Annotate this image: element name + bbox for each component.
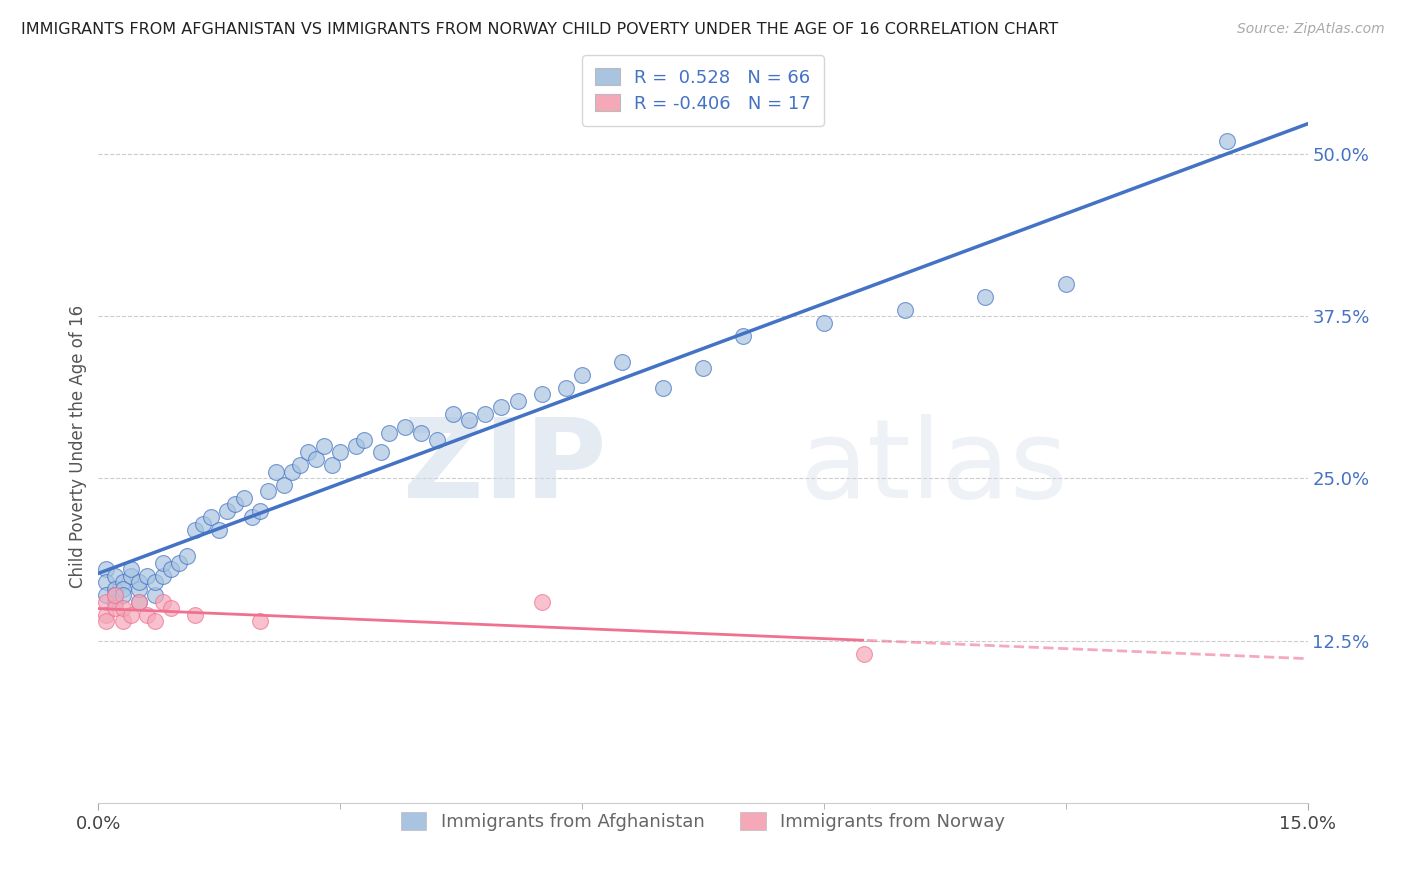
Point bbox=[143, 588, 166, 602]
Point bbox=[530, 387, 553, 401]
Point bbox=[893, 302, 915, 317]
Point bbox=[111, 614, 134, 628]
Point bbox=[651, 381, 673, 395]
Point bbox=[176, 549, 198, 564]
Point bbox=[152, 556, 174, 570]
Point bbox=[370, 445, 392, 459]
Point bbox=[103, 582, 125, 596]
Point bbox=[249, 504, 271, 518]
Point bbox=[128, 595, 150, 609]
Point bbox=[184, 607, 207, 622]
Text: IMMIGRANTS FROM AFGHANISTAN VS IMMIGRANTS FROM NORWAY CHILD POVERTY UNDER THE AG: IMMIGRANTS FROM AFGHANISTAN VS IMMIGRANT… bbox=[21, 22, 1059, 37]
Point bbox=[103, 588, 125, 602]
Point bbox=[217, 504, 239, 518]
Point bbox=[232, 491, 254, 505]
Point bbox=[692, 361, 714, 376]
Point bbox=[167, 556, 190, 570]
Point bbox=[394, 419, 416, 434]
Point bbox=[353, 433, 375, 447]
Point bbox=[103, 595, 125, 609]
Y-axis label: Child Poverty Under the Age of 16: Child Poverty Under the Age of 16 bbox=[69, 304, 87, 588]
Point bbox=[1054, 277, 1077, 291]
Point bbox=[281, 465, 304, 479]
Point bbox=[96, 607, 118, 622]
Point bbox=[160, 601, 183, 615]
Point bbox=[96, 595, 118, 609]
Point bbox=[143, 614, 166, 628]
Point bbox=[555, 381, 578, 395]
Point bbox=[264, 465, 287, 479]
Point bbox=[305, 452, 328, 467]
Point bbox=[96, 562, 118, 576]
Point bbox=[240, 510, 263, 524]
Point bbox=[612, 354, 634, 368]
Point bbox=[426, 433, 449, 447]
Point bbox=[321, 458, 343, 473]
Point bbox=[111, 575, 134, 590]
Point bbox=[128, 595, 150, 609]
Text: ZIP: ZIP bbox=[404, 414, 606, 521]
Point bbox=[853, 647, 876, 661]
Point bbox=[974, 290, 997, 304]
Point bbox=[297, 445, 319, 459]
Point bbox=[111, 582, 134, 596]
Point bbox=[135, 568, 157, 582]
Point bbox=[314, 439, 336, 453]
Point bbox=[184, 524, 207, 538]
Point bbox=[160, 562, 183, 576]
Point bbox=[135, 607, 157, 622]
Point bbox=[458, 413, 481, 427]
Point bbox=[152, 568, 174, 582]
Point bbox=[1216, 134, 1239, 148]
Point bbox=[143, 575, 166, 590]
Point bbox=[96, 575, 118, 590]
Point bbox=[733, 328, 755, 343]
Point bbox=[193, 516, 215, 531]
Point bbox=[571, 368, 593, 382]
Point bbox=[128, 575, 150, 590]
Point bbox=[111, 601, 134, 615]
Point bbox=[200, 510, 222, 524]
Point bbox=[474, 407, 496, 421]
Point bbox=[103, 588, 125, 602]
Point bbox=[249, 614, 271, 628]
Point bbox=[120, 568, 142, 582]
Point bbox=[288, 458, 311, 473]
Point bbox=[813, 316, 835, 330]
Point bbox=[103, 568, 125, 582]
Legend: Immigrants from Afghanistan, Immigrants from Norway: Immigrants from Afghanistan, Immigrants … bbox=[388, 799, 1018, 844]
Point bbox=[377, 425, 399, 440]
Text: Source: ZipAtlas.com: Source: ZipAtlas.com bbox=[1237, 22, 1385, 37]
Point bbox=[120, 607, 142, 622]
Point bbox=[530, 595, 553, 609]
Point bbox=[344, 439, 367, 453]
Point bbox=[441, 407, 464, 421]
Point bbox=[111, 588, 134, 602]
Point bbox=[152, 595, 174, 609]
Point bbox=[208, 524, 231, 538]
Point bbox=[224, 497, 246, 511]
Point bbox=[96, 588, 118, 602]
Point bbox=[120, 562, 142, 576]
Point bbox=[491, 400, 513, 414]
Text: atlas: atlas bbox=[800, 414, 1069, 521]
Point bbox=[409, 425, 432, 440]
Point bbox=[329, 445, 352, 459]
Point bbox=[128, 582, 150, 596]
Point bbox=[256, 484, 278, 499]
Point bbox=[273, 478, 295, 492]
Point bbox=[96, 614, 118, 628]
Point bbox=[506, 393, 529, 408]
Point bbox=[103, 601, 125, 615]
